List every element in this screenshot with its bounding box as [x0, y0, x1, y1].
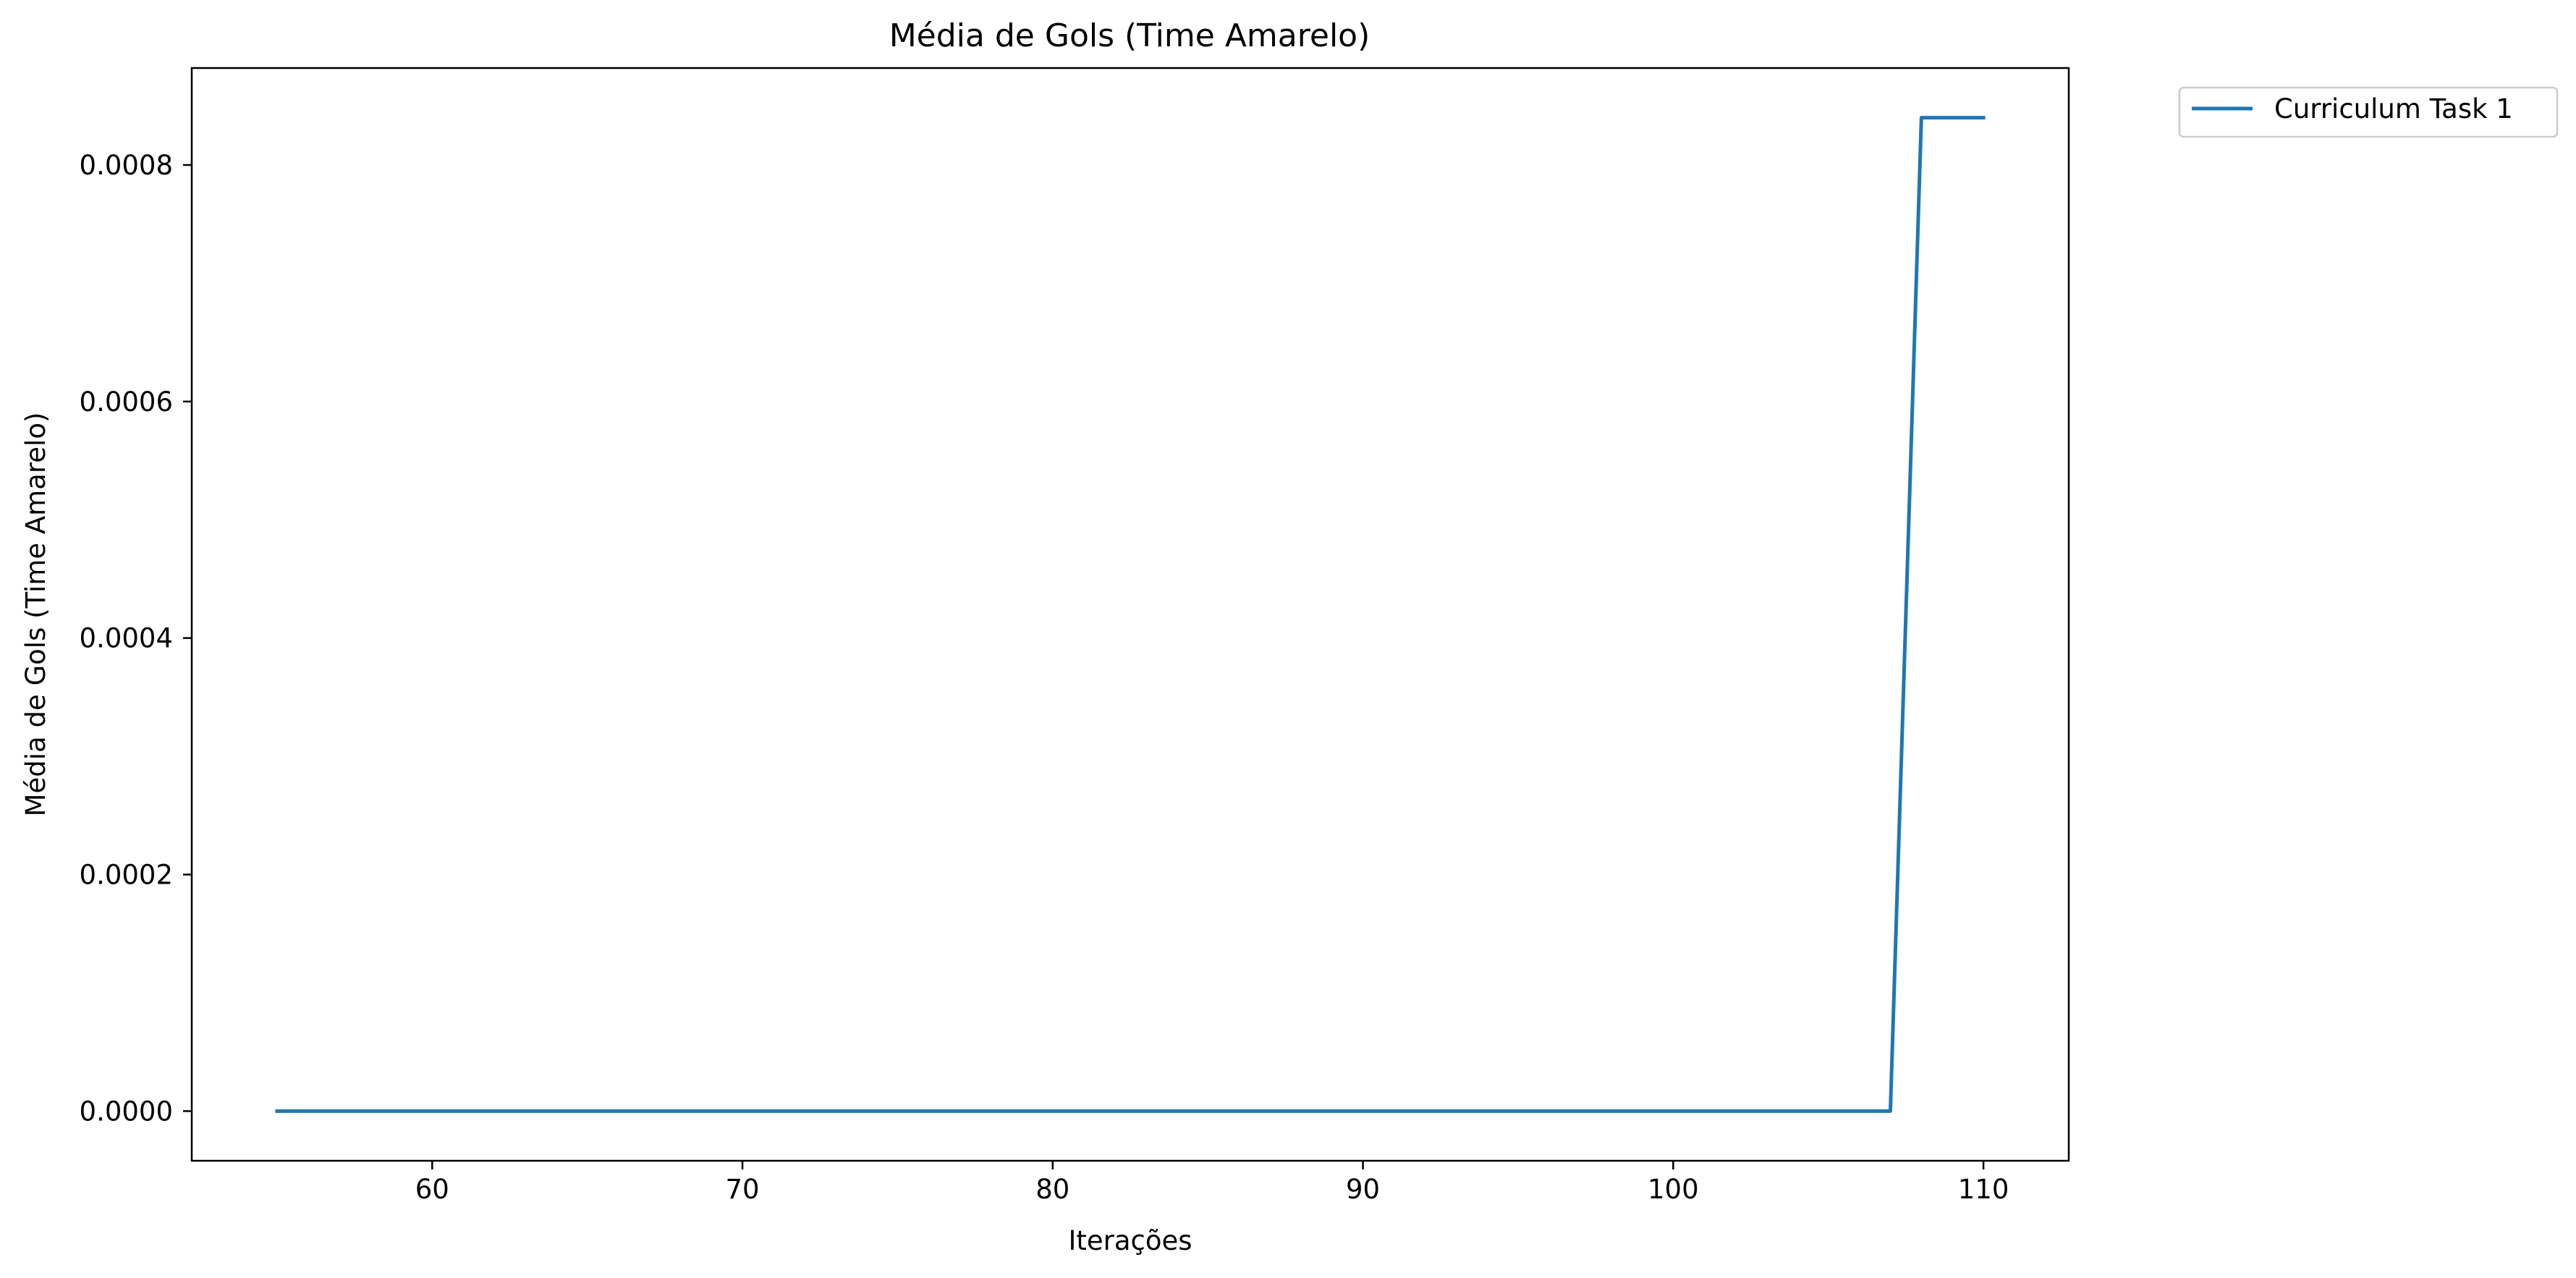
x-tick-label: 100	[1648, 1174, 1699, 1205]
y-tick-label: 0.0006	[80, 386, 173, 418]
legend: Curriculum Task 1	[2178, 86, 2559, 138]
x-tick-label: 110	[1958, 1174, 2009, 1205]
chart-title: Média de Gols (Time Amarelo)	[889, 17, 1370, 54]
plot-area	[275, 116, 1986, 1113]
legend-box	[2178, 86, 2559, 138]
plot-frame	[190, 67, 2070, 1162]
y-tick-label: 0.0004	[80, 623, 173, 654]
series-line-0	[275, 116, 1986, 1113]
x-tick-label: 90	[1346, 1174, 1380, 1205]
x-tick-label: 80	[1035, 1174, 1069, 1205]
legend-label-curriculum-task-1: Curriculum Task 1	[2274, 93, 2513, 124]
x-axis-title: Iterações	[1068, 1225, 1192, 1256]
y-axis: 0.0000 0.0002 0.0004 0.0006 0.0008	[80, 150, 192, 1127]
y-tick-label: 0.0008	[80, 150, 173, 181]
x-tick-label: 60	[415, 1174, 449, 1205]
y-tick-label: 0.0000	[80, 1096, 173, 1127]
x-axis: 60 70 80 90 100 110	[415, 1161, 2009, 1205]
y-axis-title: Média de Gols (Time Amarelo)	[20, 412, 51, 817]
x-tick-label: 70	[726, 1174, 760, 1205]
y-tick-label: 0.0002	[80, 860, 173, 891]
